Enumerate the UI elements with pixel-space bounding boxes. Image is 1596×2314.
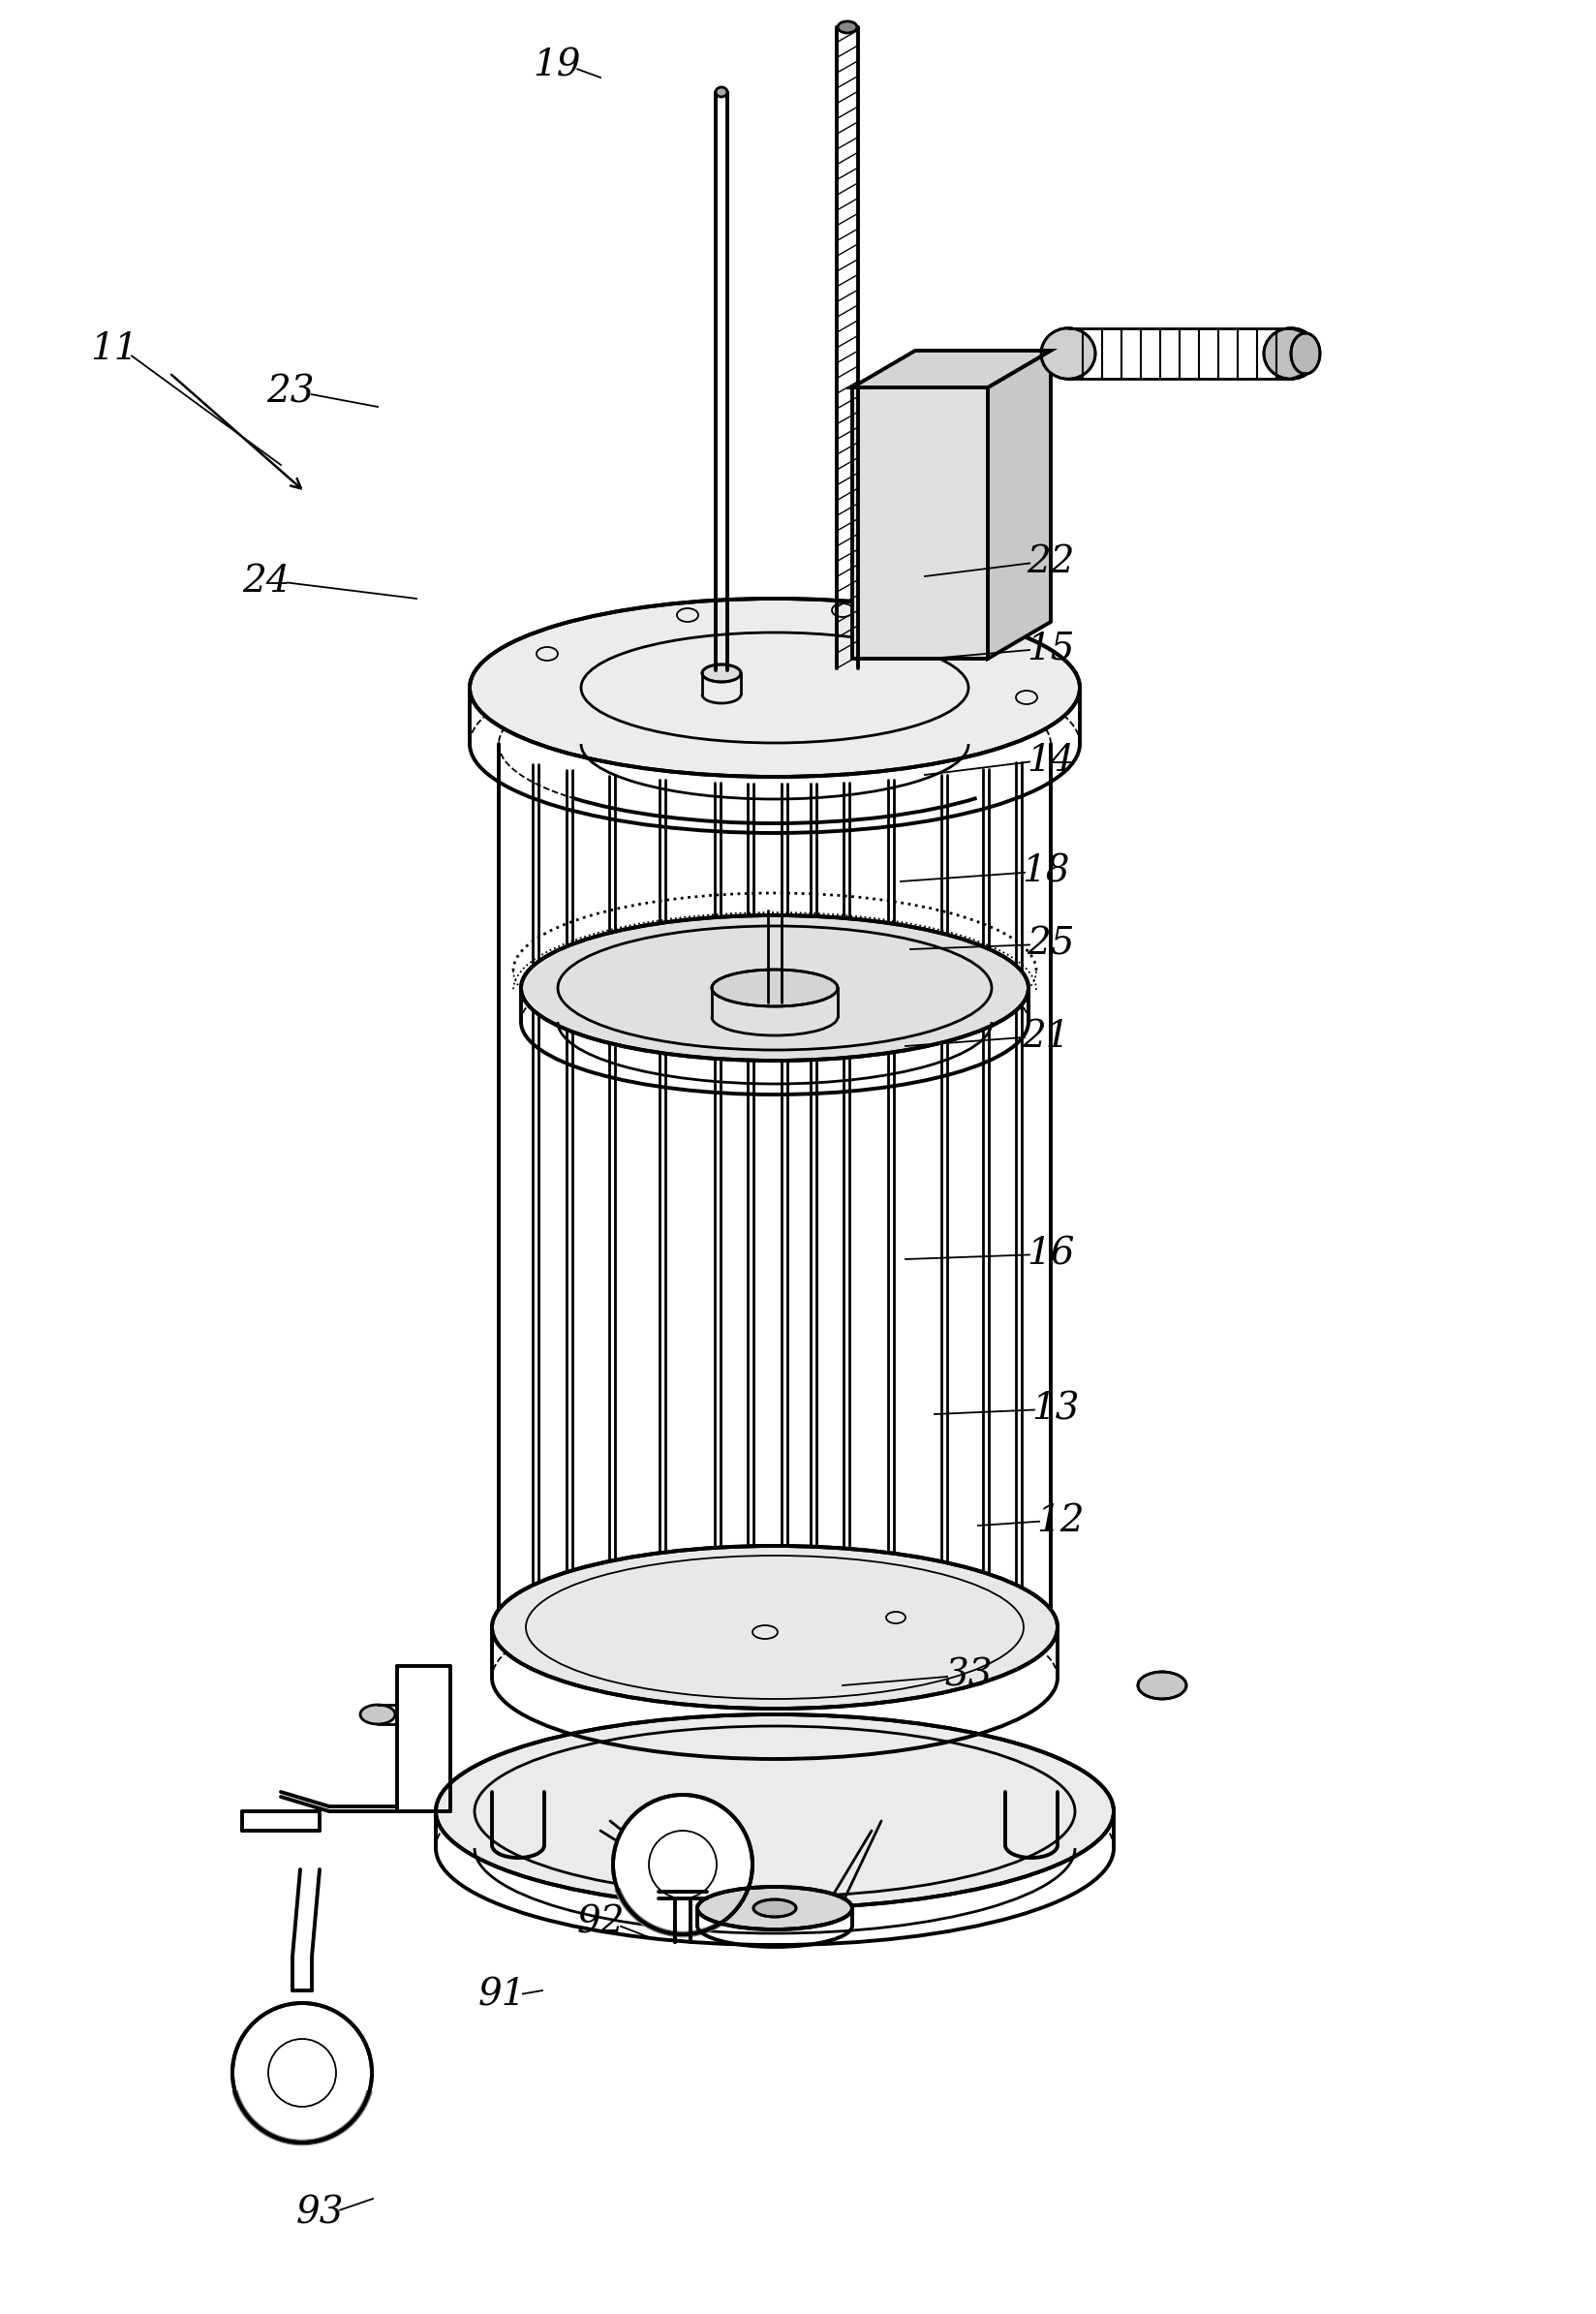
Ellipse shape <box>1041 329 1095 379</box>
Ellipse shape <box>469 599 1080 778</box>
Ellipse shape <box>712 970 838 1007</box>
Text: 92: 92 <box>576 1904 624 1941</box>
Text: 93: 93 <box>295 2196 343 2231</box>
Ellipse shape <box>492 1546 1058 1708</box>
Text: 12: 12 <box>1036 1502 1084 1539</box>
Ellipse shape <box>702 664 741 683</box>
Ellipse shape <box>361 1705 396 1724</box>
Ellipse shape <box>753 1900 796 1916</box>
Polygon shape <box>852 352 1050 386</box>
Text: 91: 91 <box>477 1978 525 2013</box>
Text: 25: 25 <box>1026 926 1074 963</box>
Ellipse shape <box>1138 1671 1186 1698</box>
Text: 24: 24 <box>243 562 290 599</box>
Ellipse shape <box>697 1886 852 1930</box>
Text: 15: 15 <box>1026 632 1074 666</box>
Text: 22: 22 <box>1026 544 1074 581</box>
Text: 33: 33 <box>945 1657 993 1694</box>
Ellipse shape <box>1291 333 1320 375</box>
Ellipse shape <box>715 88 728 97</box>
Ellipse shape <box>233 2004 372 2143</box>
Ellipse shape <box>436 1715 1114 1909</box>
Ellipse shape <box>838 21 857 32</box>
Ellipse shape <box>1264 329 1318 379</box>
Polygon shape <box>852 386 988 659</box>
Text: 14: 14 <box>1026 743 1074 778</box>
Text: 23: 23 <box>267 375 314 410</box>
Ellipse shape <box>520 916 1028 1060</box>
Text: 19: 19 <box>533 49 581 83</box>
Text: 11: 11 <box>91 331 139 366</box>
Text: 18: 18 <box>1021 854 1069 889</box>
Ellipse shape <box>613 1796 752 1935</box>
Text: 13: 13 <box>1031 1391 1079 1428</box>
Text: 21: 21 <box>1021 1018 1069 1055</box>
Polygon shape <box>988 352 1050 659</box>
Text: 16: 16 <box>1026 1236 1074 1273</box>
